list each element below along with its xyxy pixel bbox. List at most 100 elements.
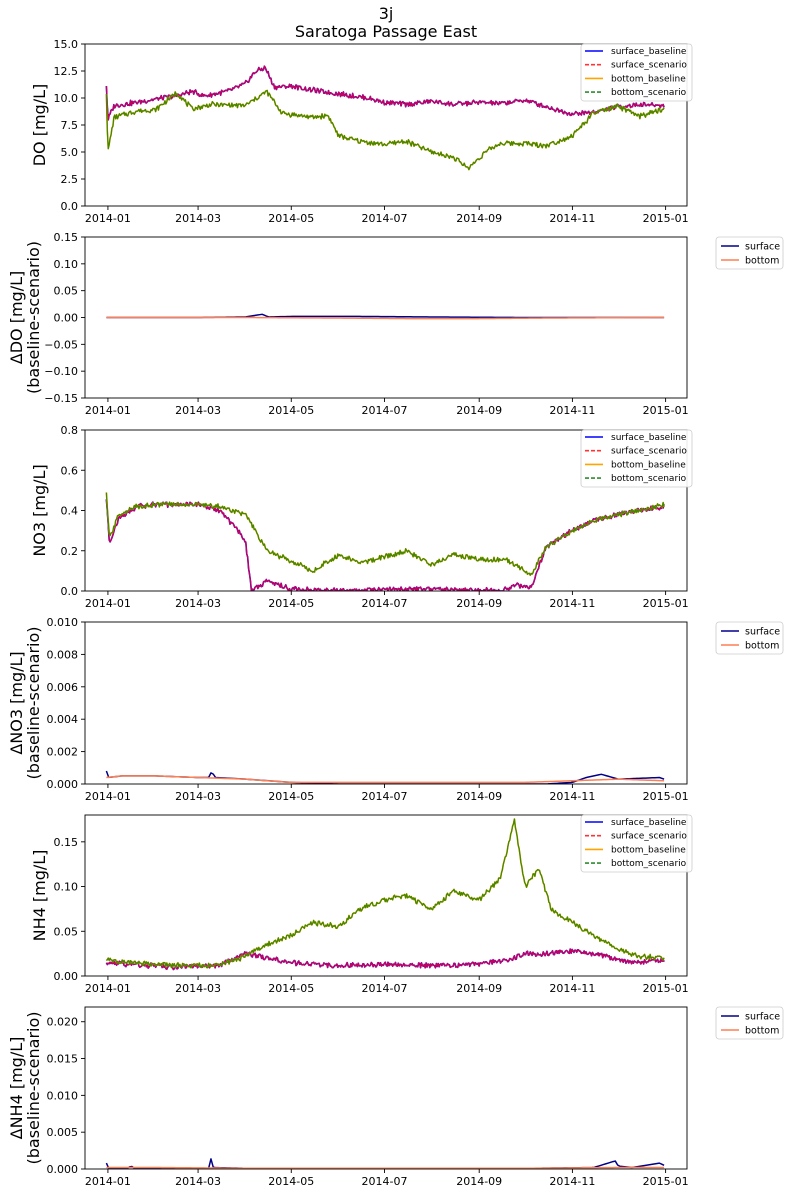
x-tick-label: 2014-03 — [175, 1175, 221, 1188]
chart-nh4: 0.00 0.05 0.10 0.15 2014-01 2014-03 2014-05 201… — [30, 814, 693, 995]
y-axis-label: ΔNH4 [mg/L] — [7, 1037, 26, 1140]
legend-box — [580, 43, 693, 102]
y-tick-label: 0.005 — [47, 1126, 79, 1139]
series-line-bottom — [106, 316, 665, 320]
legend: surface bottom — [715, 621, 784, 655]
y-tick-label: 0.004 — [47, 713, 79, 726]
y-tick-label: 0.002 — [47, 746, 79, 759]
x-tick-label: 2015-01 — [643, 790, 689, 803]
y-tick-label: 0.05 — [54, 285, 79, 298]
x-tick-label: 2014-05 — [268, 982, 314, 995]
y-tick-label: 0.2 — [61, 545, 79, 558]
y-tick-label: 12.5 — [54, 65, 79, 78]
x-tick-label: 2014-07 — [361, 212, 407, 225]
y-axis-label-secondary: (baseline-scenario) — [24, 626, 43, 779]
legend-label-surface: surface — [745, 627, 780, 638]
series-line-bottom — [106, 775, 665, 784]
x-tick-label: 2014-11 — [549, 1175, 595, 1188]
y-tick-label: 7.5 — [61, 119, 79, 132]
figure-title: 3j — [379, 4, 394, 23]
x-tick-label: 2014-07 — [361, 982, 407, 995]
legend-label-surface_scenario: surface_scenario — [611, 447, 687, 457]
series-group — [105, 1158, 665, 1169]
legend-label-bottom: bottom — [745, 256, 779, 267]
x-tick-label: 2014-07 — [361, 404, 407, 417]
x-tick-label: 2014-05 — [268, 790, 314, 803]
y-axis-label-secondary: (baseline-scenario) — [24, 1011, 43, 1164]
chart-no3: 0.0 0.2 0.4 0.6 0.8 2014-01 2014-03 2014-05 2014… — [30, 424, 693, 610]
x-tick-label: 2014-09 — [456, 1175, 502, 1188]
legend-label-surface_baseline: surface_baseline — [611, 433, 687, 443]
x-tick-label: 2015-01 — [643, 404, 689, 417]
legend-label-bottom_baseline: bottom_baseline — [611, 845, 686, 855]
x-tick-label: 2014-07 — [361, 597, 407, 610]
x-tick-label: 2014-01 — [85, 597, 131, 610]
x-tick-label: 2014-09 — [456, 212, 502, 225]
series-line-surface_baseline — [105, 499, 665, 591]
legend-label-surface_scenario: surface_scenario — [611, 61, 687, 71]
y-tick-label: 5.0 — [61, 146, 79, 159]
legend: surface_baseline surface_scenario bottom_b… — [580, 43, 693, 102]
series-line-bottom_scenario — [105, 818, 665, 969]
x-tick-label: 2015-01 — [643, 982, 689, 995]
y-tick-label: 15.0 — [54, 38, 79, 51]
x-tick-label: 2014-11 — [549, 404, 595, 417]
series-group — [106, 313, 665, 320]
axes-frame — [84, 621, 688, 785]
y-tick-label: 0.15 — [54, 836, 79, 849]
x-tick-label: 2014-03 — [175, 982, 221, 995]
x-tick-label: 2014-11 — [549, 597, 595, 610]
x-tick-label: 2014-01 — [85, 212, 131, 225]
series-line-bottom_baseline — [105, 89, 665, 171]
legend-label-bottom: bottom — [745, 1026, 779, 1037]
x-tick-label: 2014-01 — [85, 404, 131, 417]
y-tick-label: 0.0 — [61, 200, 79, 213]
series-group — [105, 492, 665, 591]
x-tick-label: 2014-01 — [85, 790, 131, 803]
legend-box — [580, 429, 693, 488]
y-tick-label: 0.00 — [54, 312, 79, 325]
chart-dno3: 0.000 0.002 0.004 0.006 0.008 0.010 2014-01 201… — [7, 616, 784, 803]
axes-frame — [84, 814, 688, 977]
legend-label-bottom_scenario: bottom_scenario — [611, 88, 687, 98]
x-tick-label: 2014-03 — [175, 404, 221, 417]
y-tick-label: 0.008 — [47, 648, 79, 661]
y-tick-label: 2.5 — [61, 173, 79, 186]
y-axis-label: NH4 [mg/L] — [30, 850, 49, 942]
x-tick-label: 2015-01 — [643, 212, 689, 225]
series-group — [105, 770, 665, 784]
y-tick-label: 0.000 — [47, 778, 79, 791]
chart-dnh4: 0.000 0.005 0.010 0.015 0.020 2014-01 2014-03 2… — [7, 1006, 784, 1188]
y-axis-label-secondary: (baseline-scenario) — [24, 241, 43, 394]
y-tick-label: 0.10 — [54, 258, 79, 271]
x-tick-label: 2014-09 — [456, 790, 502, 803]
series-group — [105, 65, 665, 171]
x-tick-label: 2014-01 — [85, 982, 131, 995]
legend-label-bottom_baseline: bottom_baseline — [611, 74, 686, 84]
y-axis-label: ΔDO [mg/L] — [7, 271, 26, 364]
legend-box — [580, 814, 693, 873]
series-group — [105, 818, 665, 971]
series-line-surface_scenario — [105, 65, 665, 121]
y-axis-label: ΔNO3 [mg/L] — [7, 651, 26, 754]
legend-label-surface: surface — [745, 1012, 780, 1023]
y-tick-label: −0.05 — [44, 338, 78, 351]
y-tick-label: 0.006 — [47, 681, 79, 694]
y-tick-label: 0.05 — [54, 925, 79, 938]
x-tick-label: 2014-03 — [175, 790, 221, 803]
axes-frame — [84, 1006, 688, 1170]
legend-label-bottom_scenario: bottom_scenario — [611, 859, 687, 869]
x-tick-label: 2015-01 — [643, 1175, 689, 1188]
y-tick-label: 0.6 — [61, 464, 79, 477]
series-line-surface_scenario — [105, 499, 665, 591]
chart-ddo: −0.15 −0.10 −0.05 0.00 0.05 0.10 0.15 2014-01 20… — [7, 231, 784, 417]
x-tick-label: 2015-01 — [643, 597, 689, 610]
legend-box — [715, 621, 784, 655]
x-tick-label: 2014-11 — [549, 790, 595, 803]
y-tick-label: −0.15 — [44, 392, 78, 405]
x-tick-label: 2014-05 — [268, 404, 314, 417]
x-tick-label: 2014-03 — [175, 597, 221, 610]
y-tick-label: 0.00 — [54, 970, 79, 983]
series-line-bottom_baseline — [105, 818, 665, 969]
